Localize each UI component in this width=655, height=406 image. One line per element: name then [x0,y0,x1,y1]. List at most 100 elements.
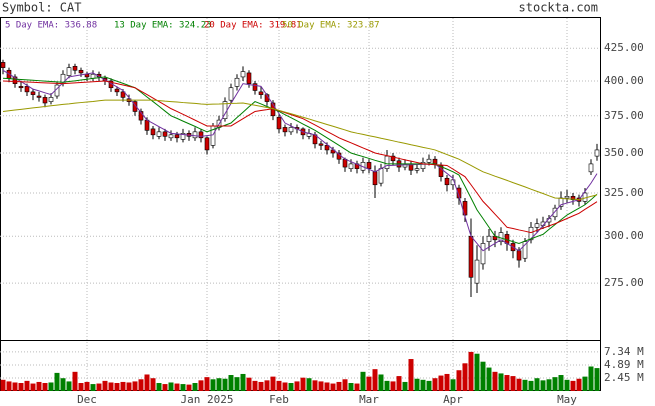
ema-line [2,76,598,244]
candle-body [552,207,558,218]
volume-bar [444,373,450,391]
candle-body [480,243,486,265]
volume-bar [366,376,372,391]
y-tick-label: 275.00 [604,276,644,289]
volume-bar [450,379,456,391]
volume-bar [282,382,288,391]
volume-bar [582,376,588,391]
candle-body [474,259,480,284]
volume-bar [48,382,54,391]
volume-bar [348,383,354,391]
candle-body [18,86,24,89]
y-tick-label: 300.00 [604,229,644,242]
candle-body [282,127,288,133]
candle-body [114,88,120,93]
ema-line [2,80,598,234]
volume-bar [60,378,66,391]
volume-bar [264,380,270,391]
candle-body [594,149,600,157]
volume-bar [474,353,480,391]
volume-bar [528,380,534,391]
volume-bar [432,378,438,391]
volume-bar [288,383,294,391]
volume-bar [120,381,126,391]
candle-body [432,158,438,165]
volume-bar [504,375,510,391]
candle-body [486,235,492,242]
volume-bar [258,381,264,391]
candle-body [174,134,180,139]
candle-body [426,158,432,163]
candle-body [534,223,540,228]
volume-bar [246,377,252,391]
volume-bar [240,373,246,391]
legend-entry: 20 Day EMA: 319.81 [204,21,302,31]
candle-body [234,77,240,87]
candle-body [468,235,474,278]
candle-body [0,62,6,68]
volume-bar [132,381,138,391]
volume-bar [228,375,234,391]
volume-bar [126,382,132,391]
volume-bar [306,378,312,391]
volume-bar [360,371,366,391]
candle-body [528,226,534,241]
candle-body [198,131,204,139]
volume-bar [0,379,6,391]
legend-entry: 50 Day EMA: 323.87 [282,21,380,31]
volume-bar [12,382,18,391]
x-tick-label: Dec [77,393,97,406]
y-tick-label: 325.00 [604,186,644,199]
candle-body [318,143,324,146]
legend-entry: 13 Day EMA: 324.23 [114,21,212,31]
volume-bar [102,380,108,391]
x-tick-label: May [557,393,577,406]
volume-bar [162,384,168,391]
volume-bar [534,378,540,391]
candle-body [288,127,294,133]
candle-body [366,162,372,169]
volume-bar [198,380,204,391]
volume-bar [204,377,210,391]
candle-body [156,131,162,137]
volume-bar [516,378,522,391]
volume-bar [396,376,402,391]
volume-bar [576,378,582,391]
candle-body [378,168,384,184]
candle-body [246,72,252,84]
volume-bar [594,368,600,391]
candle-body [522,241,528,259]
volume-bar [78,383,84,391]
candle-body [42,97,48,104]
volume-bar [510,376,516,391]
volume-bar [390,381,396,391]
candle-body [78,69,84,74]
candle-body [420,162,426,169]
volume-bar [108,382,114,391]
candle-body [342,158,348,168]
ema-line [2,99,598,201]
volume-bar [42,383,48,391]
volume-bar [354,383,360,391]
site: stockta.com [519,1,598,15]
candle-body [324,145,330,151]
y-tick-label: 425.00 [604,41,644,54]
candle-body [240,71,246,78]
volume-bar [480,361,486,391]
volume-bar [546,379,552,391]
volume-bar [300,377,306,391]
volume-bar [210,379,216,391]
volume-bar [468,351,474,391]
candle-body [348,163,354,169]
volume-bar [24,380,30,391]
volume-bar [216,378,222,391]
volume-bar [84,381,90,391]
candle-body [84,73,90,78]
x-tick-label: Apr [443,393,463,406]
candle-body [30,91,36,95]
x-tick-label: Feb [269,393,289,406]
volume-bar [336,381,342,391]
candle-body [24,86,30,93]
volume-bar [324,382,330,391]
candle-body [132,101,138,112]
